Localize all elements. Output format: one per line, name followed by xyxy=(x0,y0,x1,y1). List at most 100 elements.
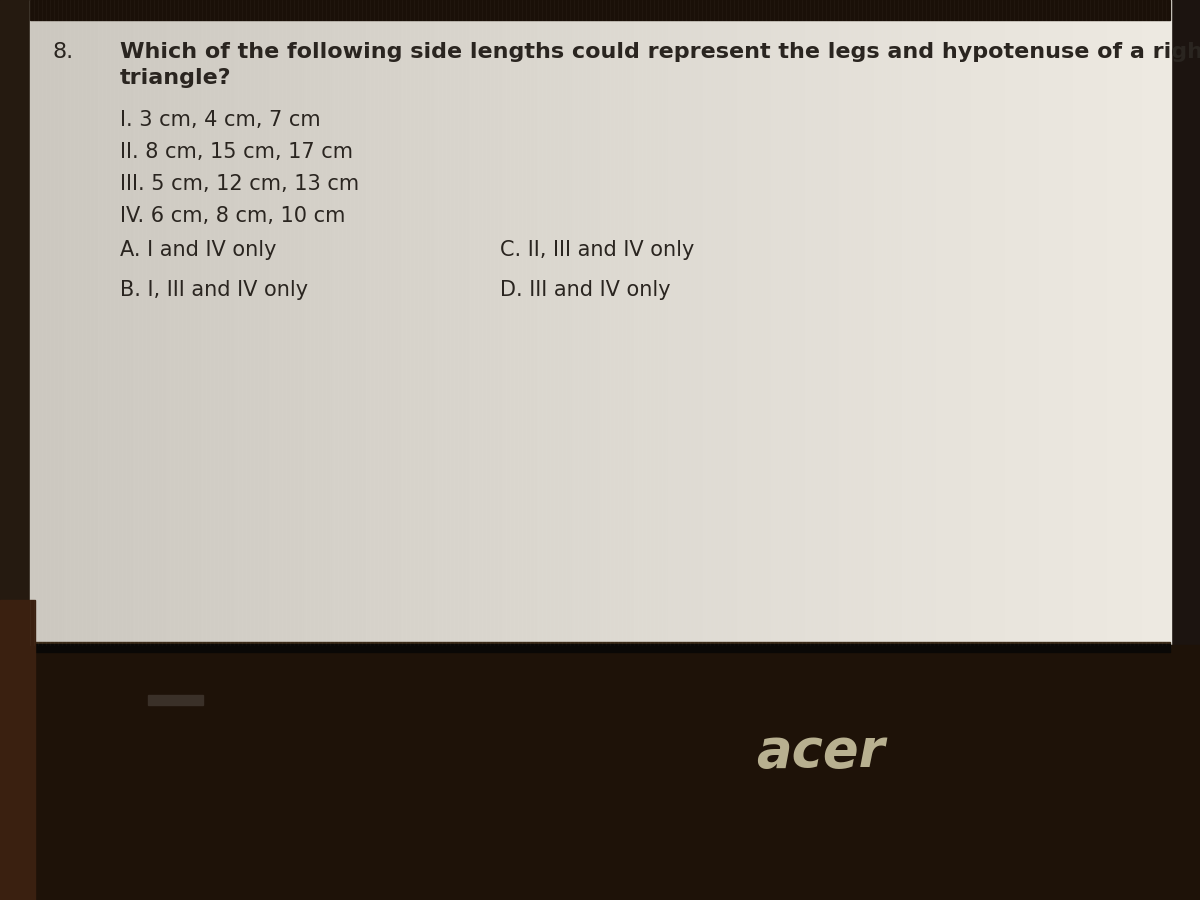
Bar xyxy=(811,0,817,645)
Bar xyxy=(606,0,612,645)
Bar xyxy=(629,0,635,645)
Bar xyxy=(418,0,425,645)
Text: II. 8 cm, 15 cm, 17 cm: II. 8 cm, 15 cm, 17 cm xyxy=(120,142,353,162)
Bar xyxy=(434,0,442,645)
Bar xyxy=(583,0,589,645)
Bar xyxy=(691,0,698,645)
Bar xyxy=(0,645,1200,900)
Bar xyxy=(1124,0,1132,645)
Bar xyxy=(998,0,1006,645)
Bar xyxy=(532,0,539,645)
Bar xyxy=(594,0,601,645)
Bar xyxy=(1170,0,1200,900)
Bar xyxy=(53,0,60,645)
Bar xyxy=(173,0,179,645)
Bar xyxy=(179,0,185,645)
Bar xyxy=(65,0,71,645)
Bar xyxy=(902,0,908,645)
Bar xyxy=(349,0,356,645)
Bar xyxy=(144,0,151,645)
Bar xyxy=(880,0,886,645)
Bar xyxy=(212,0,220,645)
Bar xyxy=(515,0,521,645)
Bar xyxy=(868,0,875,645)
Bar xyxy=(247,0,253,645)
Bar xyxy=(258,0,265,645)
Bar xyxy=(475,0,481,645)
Bar xyxy=(1022,0,1028,645)
Bar xyxy=(503,0,510,645)
Bar xyxy=(320,0,328,645)
Bar xyxy=(1056,0,1063,645)
Bar xyxy=(685,0,692,645)
Bar xyxy=(857,0,863,645)
Bar xyxy=(708,0,715,645)
Bar xyxy=(1073,0,1080,645)
Bar xyxy=(840,0,846,645)
Bar xyxy=(623,0,630,645)
Text: A. I and IV only: A. I and IV only xyxy=(120,240,276,260)
Bar xyxy=(953,0,960,645)
Bar xyxy=(931,0,937,645)
Bar xyxy=(1118,0,1126,645)
Bar xyxy=(822,0,829,645)
Bar xyxy=(799,0,806,645)
Bar xyxy=(343,0,350,645)
Bar xyxy=(890,0,898,645)
Bar xyxy=(30,0,37,645)
Bar xyxy=(70,0,77,645)
Bar xyxy=(452,0,458,645)
Bar xyxy=(874,0,881,645)
Bar xyxy=(293,0,299,645)
Bar xyxy=(1102,0,1109,645)
Text: C. II, III and IV only: C. II, III and IV only xyxy=(500,240,695,260)
Bar xyxy=(834,0,840,645)
Bar xyxy=(469,0,475,645)
Bar xyxy=(264,0,270,645)
Bar xyxy=(184,0,191,645)
Bar xyxy=(235,0,242,645)
Bar xyxy=(384,0,390,645)
Bar xyxy=(148,695,203,705)
Bar xyxy=(156,0,162,645)
Bar xyxy=(1016,0,1022,645)
Bar xyxy=(965,0,972,645)
Bar xyxy=(115,0,122,645)
Bar xyxy=(338,0,344,645)
Bar xyxy=(150,0,156,645)
Bar xyxy=(304,0,311,645)
Bar xyxy=(446,0,452,645)
Bar xyxy=(760,0,767,645)
Bar xyxy=(406,0,413,645)
Bar xyxy=(703,0,709,645)
Bar xyxy=(480,0,487,645)
Text: I. 3 cm, 4 cm, 7 cm: I. 3 cm, 4 cm, 7 cm xyxy=(120,110,320,130)
Bar xyxy=(640,0,647,645)
Bar xyxy=(845,0,852,645)
Bar xyxy=(658,0,664,645)
Text: IV. 6 cm, 8 cm, 10 cm: IV. 6 cm, 8 cm, 10 cm xyxy=(120,206,346,226)
Bar xyxy=(82,0,88,645)
Bar xyxy=(526,0,533,645)
Bar xyxy=(896,0,904,645)
Text: 8.: 8. xyxy=(52,42,73,62)
Bar xyxy=(988,0,995,645)
Bar xyxy=(430,0,436,645)
Bar xyxy=(600,0,607,645)
Bar xyxy=(612,0,618,645)
Bar xyxy=(59,0,65,645)
Bar xyxy=(805,0,812,645)
Bar xyxy=(224,0,230,645)
Bar xyxy=(913,0,920,645)
Bar xyxy=(646,0,653,645)
Bar xyxy=(332,0,338,645)
Bar xyxy=(310,0,316,645)
Bar xyxy=(206,0,214,645)
Bar xyxy=(241,0,247,645)
Bar xyxy=(731,0,738,645)
Bar xyxy=(908,0,914,645)
Bar xyxy=(971,0,977,645)
Bar xyxy=(948,0,954,645)
Bar xyxy=(1039,0,1045,645)
Bar xyxy=(776,0,784,645)
